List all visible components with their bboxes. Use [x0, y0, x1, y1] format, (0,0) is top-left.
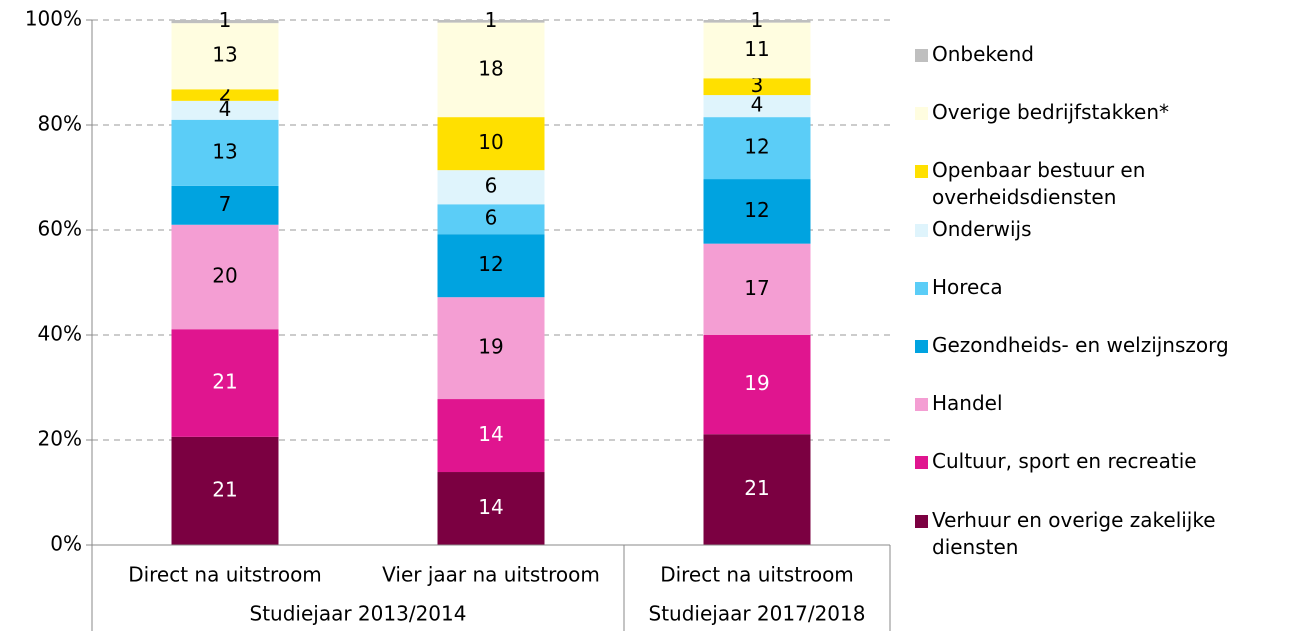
bar-segment — [171, 89, 279, 101]
legend-swatch — [915, 107, 928, 121]
data-label: 21 — [212, 370, 237, 394]
bar-segment — [171, 329, 279, 437]
bar-segment — [171, 185, 279, 225]
y-tick-label: 80% — [38, 112, 82, 136]
bar-segment — [437, 22, 545, 118]
legend: Onbekend Overige bedrijfstakken* Openbaar … — [915, 0, 1314, 631]
data-label: 13 — [212, 139, 237, 163]
data-label: 12 — [744, 198, 769, 222]
data-label: 18 — [478, 56, 503, 80]
bar-segment — [703, 434, 811, 545]
bar-segment — [703, 179, 811, 244]
data-label: 17 — [744, 276, 769, 300]
legend-label: Cultuur, sport en recreatie — [932, 449, 1197, 474]
bar-segment — [703, 78, 811, 96]
bar-segment — [171, 23, 279, 90]
data-label: 3 — [751, 73, 764, 97]
bar-segment — [437, 170, 545, 205]
data-label: 1 — [485, 8, 498, 32]
bar-segment — [703, 335, 811, 435]
bar-segment — [437, 399, 545, 473]
data-label: 19 — [478, 335, 503, 359]
x-tick-label: Direct na uitstroom — [128, 563, 322, 587]
bar-segment — [437, 20, 545, 23]
legend-swatch — [915, 281, 928, 295]
legend-label: Overige bedrijfstakken* — [932, 100, 1170, 125]
data-label: 14 — [478, 495, 503, 519]
bar-segment — [437, 234, 545, 298]
bar-segment — [437, 117, 545, 171]
y-tick-label: 0% — [50, 532, 82, 556]
bar-segment — [437, 297, 545, 400]
bar-segment — [171, 100, 279, 120]
data-label: 12 — [478, 252, 503, 276]
data-label: 7 — [219, 192, 232, 216]
bar-segment — [171, 119, 279, 186]
legend-item: Handel — [915, 390, 1307, 417]
legend-item: Onderwijs — [915, 216, 1307, 243]
bar-segment — [437, 472, 545, 545]
y-tick-label: 100% — [25, 7, 82, 31]
data-label: 10 — [478, 130, 503, 154]
group-label: Studiejaar 2017/2018 — [649, 602, 866, 626]
data-label: 6 — [485, 206, 498, 230]
legend-swatch — [915, 49, 928, 62]
bar-segment — [437, 204, 545, 235]
data-label: 20 — [212, 263, 237, 287]
group-label: Studiejaar 2013/2014 — [250, 602, 467, 626]
legend-label: Onderwijs — [932, 216, 1032, 241]
data-label: 14 — [478, 422, 503, 446]
bar-segment — [171, 224, 279, 330]
data-label: 12 — [744, 135, 769, 159]
data-label: 4 — [751, 93, 764, 117]
legend-item: Onbekend — [915, 41, 1307, 68]
legend-item: Gezondheids- en welzijnszorg — [915, 332, 1307, 359]
x-tick-label: Direct na uitstroom — [660, 563, 854, 587]
legend-swatch — [915, 340, 928, 353]
legend-swatch — [915, 514, 928, 528]
legend-swatch — [915, 165, 928, 179]
legend-swatch — [915, 398, 928, 412]
bar-segment — [703, 22, 811, 79]
x-tick-label: Vier jaar na uitstroom — [382, 563, 600, 587]
legend-swatch — [915, 223, 928, 237]
data-label: 13 — [212, 43, 237, 67]
y-tick-label: 60% — [38, 217, 82, 241]
y-tick-label: 20% — [38, 427, 82, 451]
legend-item: Verhuur en overige zakelijke diensten — [915, 507, 1307, 561]
legend-label: Horeca — [932, 274, 1003, 299]
data-label: 21 — [212, 477, 237, 501]
data-label: 1 — [219, 8, 232, 32]
legend-swatch — [915, 456, 928, 470]
bar-segment — [171, 20, 279, 24]
legend-item: Horeca — [915, 274, 1307, 301]
legend-item: Openbaar bestuur en overheidsdiensten — [915, 157, 1307, 211]
y-tick-label: 40% — [38, 322, 82, 346]
bar-segment — [703, 20, 811, 23]
legend-label: Gezondheids- en welzijnszorg — [932, 333, 1229, 357]
bar-segment — [703, 243, 811, 335]
bar-segment — [703, 95, 811, 118]
data-label: 6 — [485, 174, 498, 198]
legend-item: Overige bedrijfstakken* — [915, 99, 1307, 126]
data-label: 21 — [744, 476, 769, 500]
legend-label: Onbekend — [932, 42, 1034, 66]
legend-item: Cultuur, sport en recreatie — [915, 448, 1307, 475]
bar-segment — [171, 436, 279, 545]
data-label: 4 — [219, 97, 232, 121]
data-label: 19 — [744, 371, 769, 395]
bar-segment — [703, 117, 811, 180]
data-label: 1 — [751, 8, 764, 32]
legend-label: Openbaar bestuur en overheidsdiensten — [932, 158, 1146, 210]
legend-label: Handel — [932, 391, 1003, 416]
legend-label: Verhuur en overige zakelijke diensten — [932, 507, 1216, 559]
data-label: 11 — [744, 37, 769, 61]
